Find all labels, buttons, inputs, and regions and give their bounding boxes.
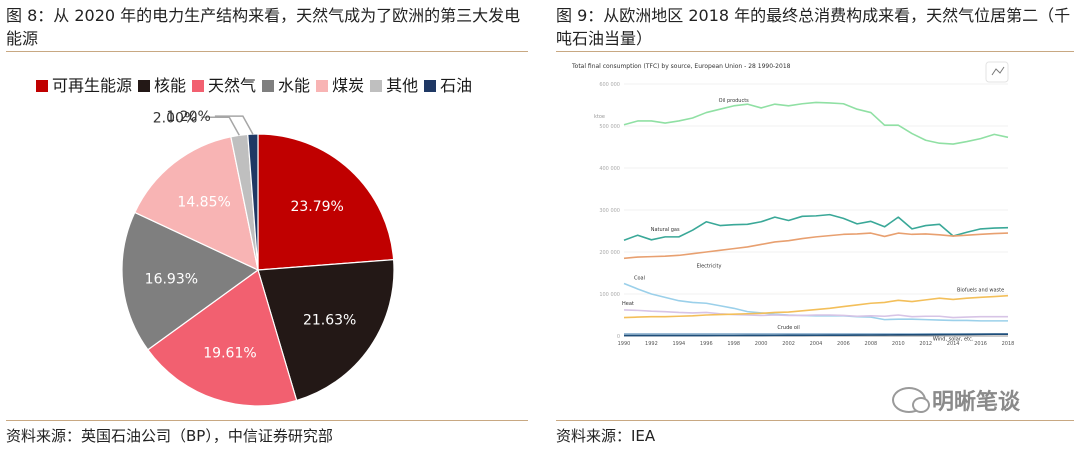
series-line-natural-gas (623, 213, 1009, 241)
pie-data-label: 16.93% (145, 271, 198, 287)
figure-9-source: 资料来源：IEA (556, 427, 656, 445)
legend-label: 可再生能源 (52, 76, 133, 95)
figure-9-panel: 图 9：从欧洲地区 2018 年的最终总消费构成来看，天然气位居第二（千吨石油当… (556, 0, 1074, 449)
pie-slice-5 (133, 136, 259, 272)
x-tick-label: 2004 (810, 341, 823, 347)
y-tick-label: 600 000 (599, 82, 620, 88)
pie-data-label: 19.61% (203, 345, 256, 361)
legend-swatch (316, 80, 329, 92)
pie-slice-3 (147, 269, 298, 407)
legend-label: 天然气 (208, 76, 257, 95)
series-line-heat (623, 309, 1008, 319)
pie-data-label: 2.00% (153, 110, 197, 126)
watermark-text: 明晰笔谈 (932, 390, 1021, 415)
pie-leader-line (214, 115, 254, 135)
title-divider (556, 51, 1074, 52)
legend-item: 煤炭 (316, 76, 364, 96)
x-tick-label: 1996 (700, 341, 713, 347)
legend-label: 水能 (278, 76, 311, 95)
line-chart-title: Total final consumption (TFC) by source,… (571, 63, 791, 70)
x-tick-label: 1990 (618, 341, 631, 347)
y-tick-label: 500 000 (599, 124, 620, 130)
legend-label: 其他 (386, 76, 419, 95)
series-label: Crude oil (777, 325, 799, 331)
x-tick-label: 1994 (672, 341, 685, 347)
source-divider (556, 420, 1074, 421)
y-tick-label: 300 000 (599, 208, 620, 214)
pie-data-label: 21.63% (303, 312, 356, 328)
legend-swatch (262, 80, 275, 92)
x-tick-label: 1992 (645, 341, 658, 347)
series-label: Wind, solar, etc. (933, 336, 974, 342)
x-tick-label: 2008 (864, 341, 877, 347)
figure-8-panel: 图 8：从 2020 年的电力生产结构来看，天然气成为了欧洲的第三大发电能源 可… (6, 0, 528, 449)
series-line-electricity (623, 232, 1009, 260)
x-tick-label: 1998 (727, 341, 740, 347)
pie-data-label: 14.85% (177, 195, 230, 211)
pie-slice-7 (247, 133, 259, 271)
legend-swatch (36, 80, 48, 92)
pie-chart: 23.79% 21.63% 19.61% 16.93% 14.85% 2.00%1.20% (121, 109, 395, 407)
legend-item: 水能 (262, 76, 310, 96)
x-tick-label: 2016 (974, 341, 987, 347)
y-axis-label: ktoe (594, 114, 605, 120)
x-tick-label: 2010 (892, 341, 905, 347)
legend-swatch (424, 80, 437, 92)
legend-item: 可再生能源 (36, 76, 132, 96)
x-tick-label: 2006 (837, 341, 850, 347)
series-label: Natural gas (651, 227, 680, 233)
pie-slice-4 (121, 211, 260, 351)
legend-item: 其他 (370, 76, 418, 96)
series-label: Heat (622, 301, 634, 307)
legend-item: 天然气 (192, 76, 256, 96)
x-tick-label: 2018 (1002, 341, 1015, 347)
legend-label: 石油 (440, 76, 473, 95)
legend-swatch (370, 80, 383, 92)
figure-8-title: 图 8：从 2020 年的电力生产结构来看，天然气成为了欧洲的第三大发电能源 (6, 6, 521, 48)
legend-item: 石油 (424, 76, 472, 96)
line-chart: Total final consumption (TFC) by source,… (571, 61, 1015, 347)
x-tick-label: 2012 (919, 341, 932, 347)
pie-slice-2 (257, 259, 395, 402)
x-tick-label: 2014 (947, 341, 960, 347)
source-divider (6, 420, 528, 421)
legend-item: 核能 (138, 76, 186, 96)
series-line-oil-products (623, 101, 1009, 145)
pie-leader-line (201, 116, 240, 136)
pie-data-label: 1.20% (166, 109, 210, 125)
watermark: 明晰笔谈 (892, 384, 1020, 416)
pie-data-label: 23.79% (290, 199, 343, 215)
series-label: Oil products (719, 98, 750, 104)
y-tick-label: 100 000 (599, 292, 620, 298)
x-tick-label: 2000 (755, 341, 768, 347)
series-label: Electricity (697, 264, 722, 270)
title-divider (6, 51, 528, 52)
y-tick-label: 0 (617, 334, 620, 340)
wechat-icon (892, 387, 930, 413)
pie-legend: 可再生能源 核能 天然气 水能 煤炭 其他 石油 (36, 76, 472, 96)
legend-swatch (138, 80, 151, 92)
series-label: Coal (634, 276, 645, 282)
legend-label: 煤炭 (332, 76, 365, 95)
series-line-biofuels-and-waste (623, 294, 1009, 319)
pie-slice-1 (257, 133, 395, 271)
series-label: Biofuels and waste (957, 287, 1004, 293)
legend-swatch (192, 80, 205, 92)
y-tick-label: 400 000 (599, 166, 620, 172)
y-tick-label: 200 000 (599, 250, 620, 256)
figure-8-source: 资料来源：英国石油公司（BP），中信证券研究部 (6, 427, 333, 445)
series-line-wind-solar-etc (624, 333, 1009, 337)
legend-label: 核能 (154, 76, 187, 95)
x-tick-label: 2002 (782, 341, 795, 347)
chart-menu-icon[interactable] (985, 61, 1009, 83)
series-line-coal (623, 282, 1008, 322)
figure-9-title: 图 9：从欧洲地区 2018 年的最终总消费构成来看，天然气位居第二（千吨石油当… (556, 6, 1071, 48)
